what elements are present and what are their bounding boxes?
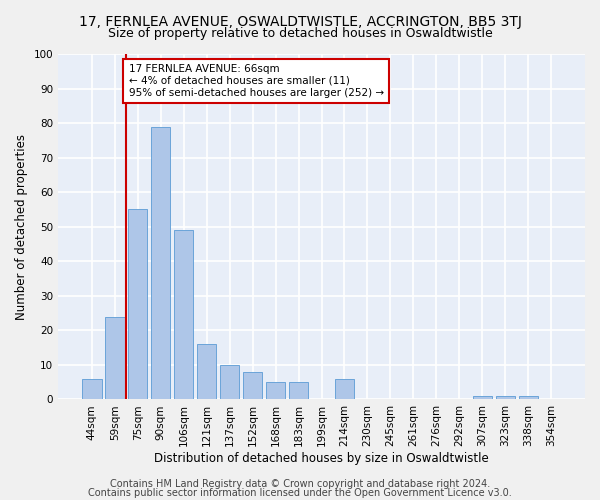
Y-axis label: Number of detached properties: Number of detached properties (15, 134, 28, 320)
X-axis label: Distribution of detached houses by size in Oswaldtwistle: Distribution of detached houses by size … (154, 452, 489, 465)
Bar (473, 396, 492, 400)
Bar (518, 396, 538, 400)
Bar (243, 372, 262, 400)
Bar (289, 382, 308, 400)
Text: 17 FERNLEA AVENUE: 66sqm
← 4% of detached houses are smaller (11)
95% of semi-de: 17 FERNLEA AVENUE: 66sqm ← 4% of detache… (128, 64, 383, 98)
Bar (151, 126, 170, 400)
Bar (266, 382, 286, 400)
Text: Contains HM Land Registry data © Crown copyright and database right 2024.: Contains HM Land Registry data © Crown c… (110, 479, 490, 489)
Text: Size of property relative to detached houses in Oswaldtwistle: Size of property relative to detached ho… (107, 28, 493, 40)
Bar (496, 396, 515, 400)
Bar (105, 316, 125, 400)
Bar (220, 365, 239, 400)
Bar (174, 230, 193, 400)
Bar (82, 378, 101, 400)
Bar (128, 210, 148, 400)
Bar (197, 344, 217, 400)
Text: Contains public sector information licensed under the Open Government Licence v3: Contains public sector information licen… (88, 488, 512, 498)
Text: 17, FERNLEA AVENUE, OSWALDTWISTLE, ACCRINGTON, BB5 3TJ: 17, FERNLEA AVENUE, OSWALDTWISTLE, ACCRI… (79, 15, 521, 29)
Bar (335, 378, 354, 400)
